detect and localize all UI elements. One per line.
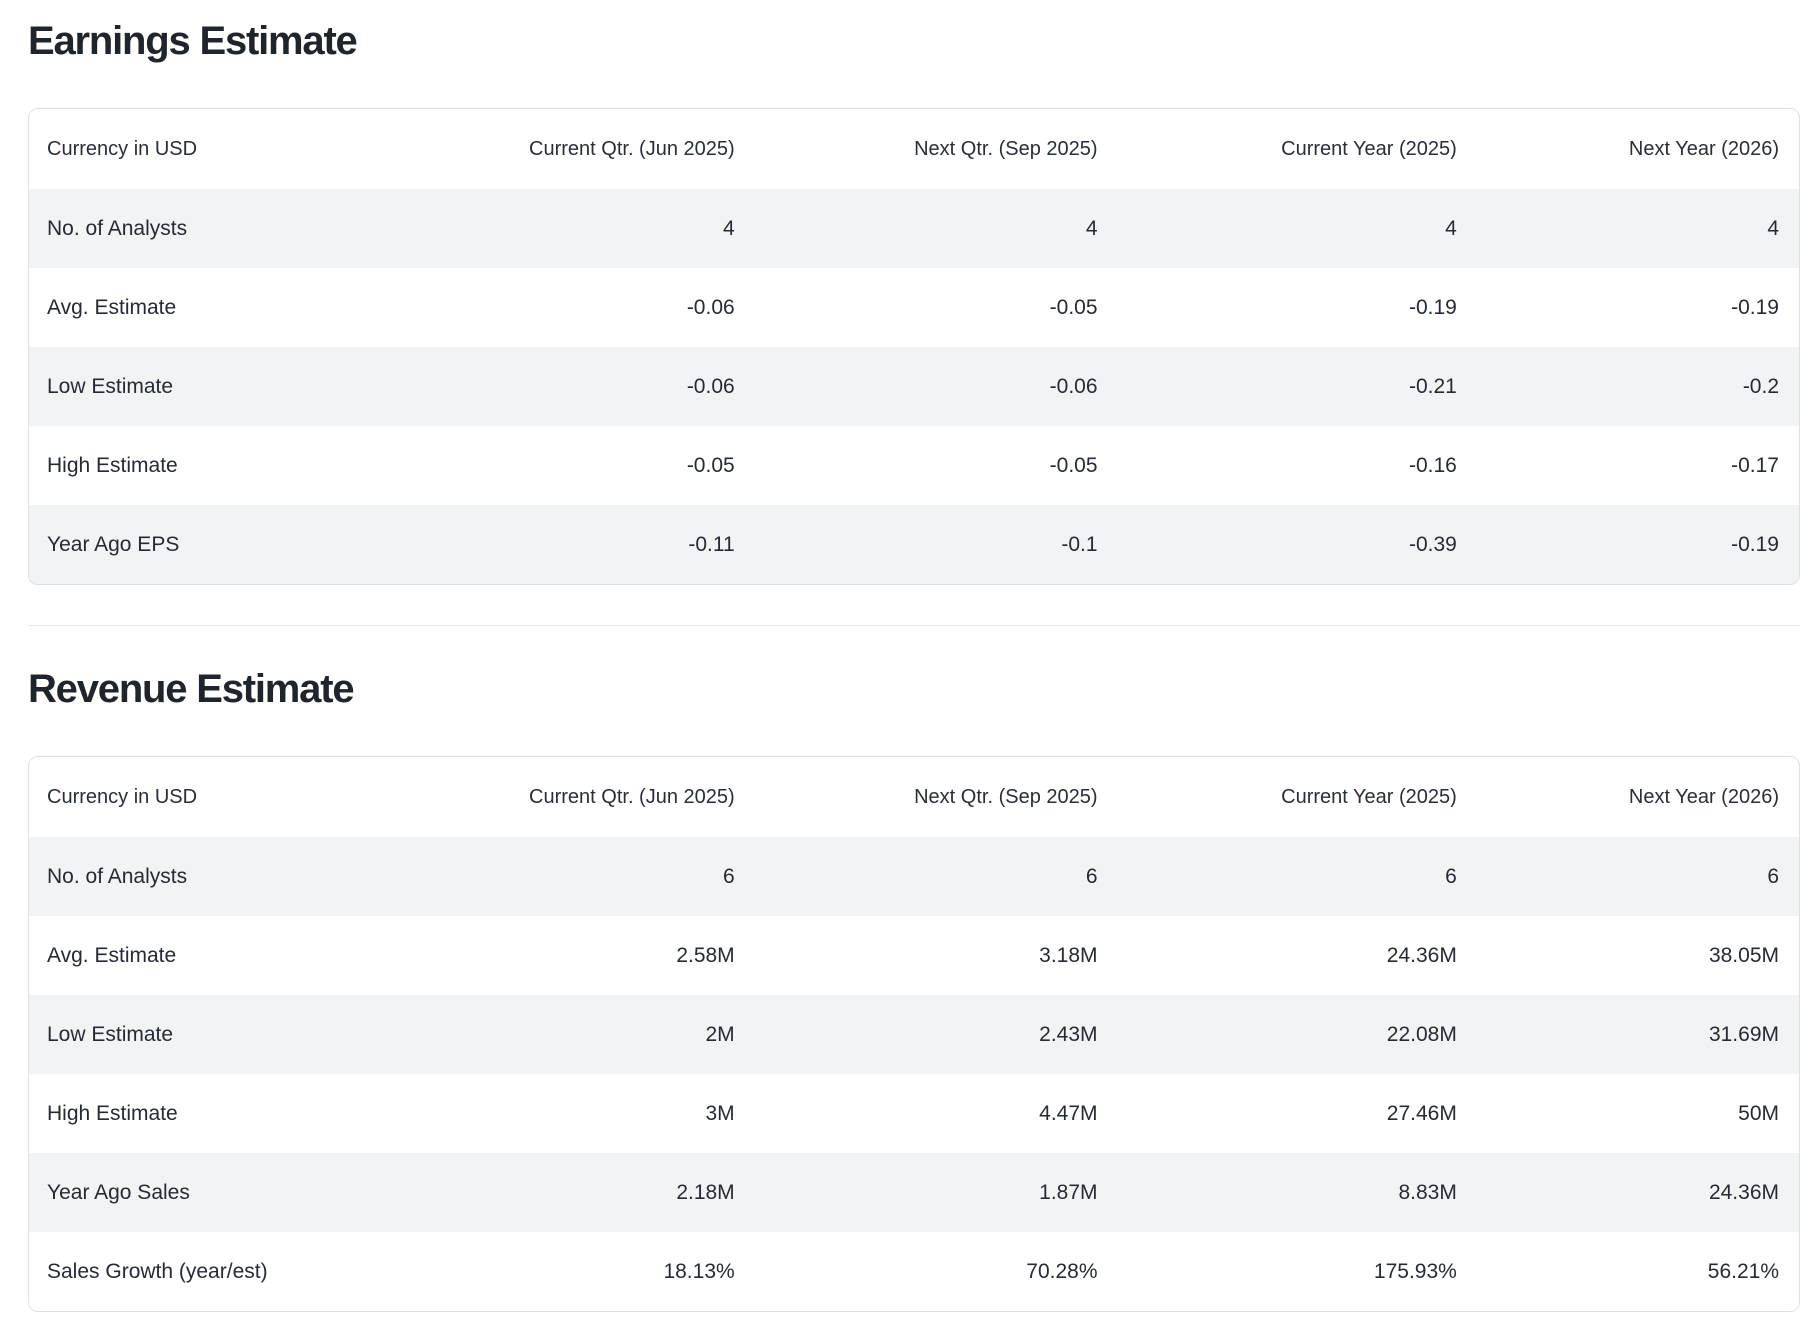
row-value: 38.05M (1708, 943, 1779, 967)
row-value: -0.05 (686, 453, 735, 477)
row-value: 2.18M (676, 1180, 735, 1204)
row-value: 70.28% (1026, 1259, 1098, 1283)
currency-header-cell: Currency in USD (29, 109, 419, 189)
row-value: -0.1 (1061, 532, 1098, 556)
row-label: Avg. Estimate (47, 943, 177, 967)
row-value: -0.17 (1731, 453, 1779, 477)
section-divider (28, 625, 1800, 626)
row-label: High Estimate (47, 453, 178, 477)
row-value: -0.16 (1408, 453, 1457, 477)
row-value: -0.06 (686, 374, 735, 398)
row-value: 3M (705, 1101, 735, 1125)
row-value: -0.06 (686, 295, 735, 319)
estimate-section: Revenue Estimate Currency in USD Current … (28, 666, 1800, 1312)
table-row: High Estimate -0.05 -0.05 -0.16 -0.17 (29, 426, 1799, 505)
row-value: -0.19 (1731, 295, 1779, 319)
row-label: Sales Growth (year/est) (47, 1259, 268, 1283)
row-value: 6 (723, 864, 735, 888)
row-value: 1.87M (1039, 1180, 1098, 1204)
row-value: -0.05 (1049, 453, 1098, 477)
period-header-cell: Next Qtr. (Sep 2025) (754, 109, 1118, 189)
row-value: 24.36M (1386, 943, 1457, 967)
table-header-row: Currency in USD Current Qtr. (Jun 2025) Ne… (29, 109, 1799, 189)
period-header-cell: Next Year (2026) (1476, 109, 1799, 189)
row-value: 4 (1767, 216, 1779, 240)
row-value: 27.46M (1386, 1101, 1457, 1125)
row-value: -0.2 (1742, 374, 1779, 398)
analyst-estimates-page: Earnings Estimate Currency in USD Current… (0, 18, 1820, 1312)
table-row: Year Ago Sales 2.18M 1.87M 8.83M 24.36M (29, 1153, 1799, 1232)
row-label: No. of Analysts (47, 864, 188, 888)
row-label: Year Ago Sales (47, 1180, 190, 1204)
estimate-table-card: Currency in USD Current Qtr. (Jun 2025) Ne… (28, 108, 1800, 585)
table-header-row: Currency in USD Current Qtr. (Jun 2025) Ne… (29, 757, 1799, 837)
row-value: 2.58M (676, 943, 735, 967)
section-title: Earnings Estimate (28, 19, 358, 63)
row-value: 3.18M (1039, 943, 1098, 967)
table-row: Year Ago EPS -0.11 -0.1 -0.39 -0.19 (29, 505, 1799, 584)
row-label: Avg. Estimate (47, 295, 177, 319)
section-title: Revenue Estimate (28, 667, 355, 711)
row-value: 6 (1085, 864, 1098, 888)
table-row: Sales Growth (year/est) 18.13% 70.28% 175.9… (29, 1232, 1799, 1311)
row-value: 18.13% (663, 1259, 735, 1283)
table-row: High Estimate 3M 4.47M 27.46M 50M (29, 1074, 1799, 1153)
period-header-cell: Next Year (2026) (1476, 757, 1799, 837)
table-row: No. of Analysts 4 4 4 4 (29, 189, 1799, 268)
period-header-cell: Current Qtr. (Jun 2025) (418, 109, 755, 189)
row-value: 2M (705, 1022, 735, 1046)
row-value: 24.36M (1708, 1180, 1779, 1204)
row-label: Year Ago EPS (47, 532, 180, 556)
row-value: -0.06 (1049, 374, 1098, 398)
table-row: No. of Analysts 6 6 6 6 (29, 837, 1799, 916)
row-value: 50M (1738, 1101, 1779, 1125)
row-label: High Estimate (47, 1101, 178, 1125)
row-value: 4.47M (1039, 1101, 1098, 1125)
row-value: -0.05 (1049, 295, 1098, 319)
estimate-table-card: Currency in USD Current Qtr. (Jun 2025) Ne… (28, 756, 1800, 1312)
period-header-cell: Next Qtr. (Sep 2025) (754, 757, 1118, 837)
row-value: 4 (1085, 216, 1098, 240)
row-value: -0.19 (1408, 295, 1457, 319)
period-header-cell: Current Year (2025) (1117, 109, 1477, 189)
row-value: 22.08M (1386, 1022, 1457, 1046)
row-value: 8.83M (1398, 1180, 1457, 1204)
table-row: Low Estimate -0.06 -0.06 -0.21 -0.2 (29, 347, 1799, 426)
estimate-table: Currency in USD Current Qtr. (Jun 2025) Ne… (29, 109, 1799, 584)
row-value: 31.69M (1708, 1022, 1779, 1046)
row-label: No. of Analysts (47, 216, 188, 240)
currency-header-cell: Currency in USD (29, 757, 419, 837)
row-value: 175.93% (1373, 1259, 1457, 1283)
table-row: Low Estimate 2M 2.43M 22.08M 31.69M (29, 995, 1799, 1074)
period-header-cell: Current Qtr. (Jun 2025) (418, 757, 755, 837)
row-value: -0.39 (1408, 532, 1457, 556)
row-value: 6 (1445, 864, 1457, 888)
row-value: 6 (1767, 864, 1779, 888)
estimate-table: Currency in USD Current Qtr. (Jun 2025) Ne… (29, 757, 1799, 1311)
row-value: 4 (1445, 216, 1457, 240)
period-header-cell: Current Year (2025) (1117, 757, 1477, 837)
row-value: 56.21% (1707, 1259, 1779, 1283)
table-row: Avg. Estimate 2.58M 3.18M 24.36M 38.05M (29, 916, 1799, 995)
row-value: 2.43M (1039, 1022, 1098, 1046)
row-value: -0.19 (1731, 532, 1779, 556)
row-label: Low Estimate (47, 1022, 174, 1046)
row-label: Low Estimate (47, 374, 174, 398)
estimate-section: Earnings Estimate Currency in USD Current… (28, 18, 1800, 585)
row-value: -0.11 (688, 532, 735, 556)
row-value: -0.21 (1408, 374, 1457, 398)
row-value: 4 (723, 216, 735, 240)
table-row: Avg. Estimate -0.06 -0.05 -0.19 -0.19 (29, 268, 1799, 347)
